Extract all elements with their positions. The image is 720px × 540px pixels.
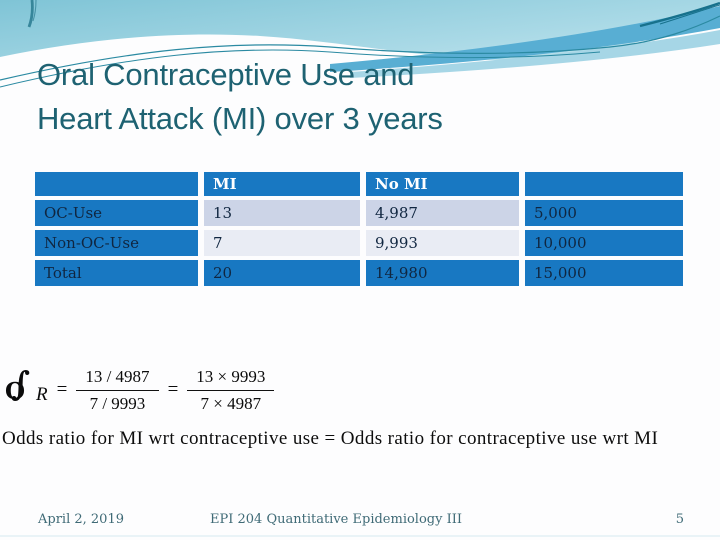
- wave-white-crest: [0, 2, 720, 115]
- table-row-label-0: OC-Use: [35, 200, 198, 226]
- wave-band-blue: [330, 6, 720, 72]
- odds-ratio-symbol: O ∫: [5, 364, 30, 410]
- table-cell-mi-1: 7: [204, 230, 360, 256]
- slide-bottom-edge: [0, 535, 720, 537]
- slide-title: Oral Contraceptive Use and Heart Attack …: [37, 53, 677, 141]
- equals-sign-2: =: [167, 379, 179, 400]
- footer-course: EPI 204 Quantitative Epidemiology III: [210, 512, 462, 527]
- table-header-cell-1: MI: [204, 172, 360, 196]
- slide-title-line2: Heart Attack (MI) over 3 years: [37, 101, 443, 136]
- table-row-label-2: Total: [35, 260, 198, 286]
- table-cell-total-0: 5,000: [525, 200, 683, 226]
- table-cell-nomi-0: 4,987: [366, 200, 519, 226]
- slide-number: 5: [675, 512, 684, 527]
- odds-ratio-formula: O ∫ R = 13 / 4987 7 / 9993 = 13 × 9993 7…: [5, 359, 275, 421]
- wave-corner-line-1: [639, 1, 720, 28]
- fraction-1: 13 / 4987 7 / 9993: [76, 367, 159, 414]
- table-cell-nomi-2: 14,980: [366, 260, 519, 286]
- fraction-2-numerator: 13 × 9993: [187, 367, 275, 391]
- odds-ratio-variable: R: [36, 384, 48, 405]
- fraction-2: 13 × 9993 7 × 4987: [187, 367, 275, 414]
- odds-ratio-statement: Odds ratio for MI wrt contraceptive use …: [2, 428, 659, 449]
- table-header-cell-3: [525, 172, 683, 196]
- fraction-1-denominator: 7 / 9993: [89, 393, 146, 413]
- table-cell-total-2: 15,000: [525, 260, 683, 286]
- table-row-label-1: Non-OC-Use: [35, 230, 198, 256]
- wave-topleft-sliver: [27, 0, 34, 28]
- equals-sign-1: =: [56, 379, 68, 400]
- table-cell-total-1: 10,000: [525, 230, 683, 256]
- odds-ratio-stroke-glyph: ∫: [11, 364, 31, 403]
- table-header-cell-0: [35, 172, 198, 196]
- wave-band-cyan: [350, 30, 720, 78]
- footer-date: April 2, 2019: [38, 512, 124, 527]
- wave-line-1: [0, 15, 720, 81]
- fraction-1-numerator: 13 / 4987: [76, 367, 159, 391]
- wave-corner-line-2: [659, 4, 720, 25]
- table-header-cell-2: No MI: [366, 172, 519, 196]
- slide-title-line1: Oral Contraceptive Use and: [37, 57, 415, 92]
- fraction-2-denominator: 7 × 4987: [200, 393, 262, 413]
- table-cell-nomi-1: 9,993: [366, 230, 519, 256]
- table-cell-mi-0: 13: [204, 200, 360, 226]
- contingency-table: MI No MI OC-Use 13 4,987 5,000 Non-OC-Use 7 9,99…: [35, 172, 683, 286]
- wave-line-2: [0, 49, 601, 88]
- odds-ratio-o-glyph: O: [5, 378, 26, 405]
- table-cell-mi-2: 20: [204, 260, 360, 286]
- decorative-wave-graphic: [0, 0, 720, 115]
- wave-topleft-sliver-thin: [32, 0, 37, 22]
